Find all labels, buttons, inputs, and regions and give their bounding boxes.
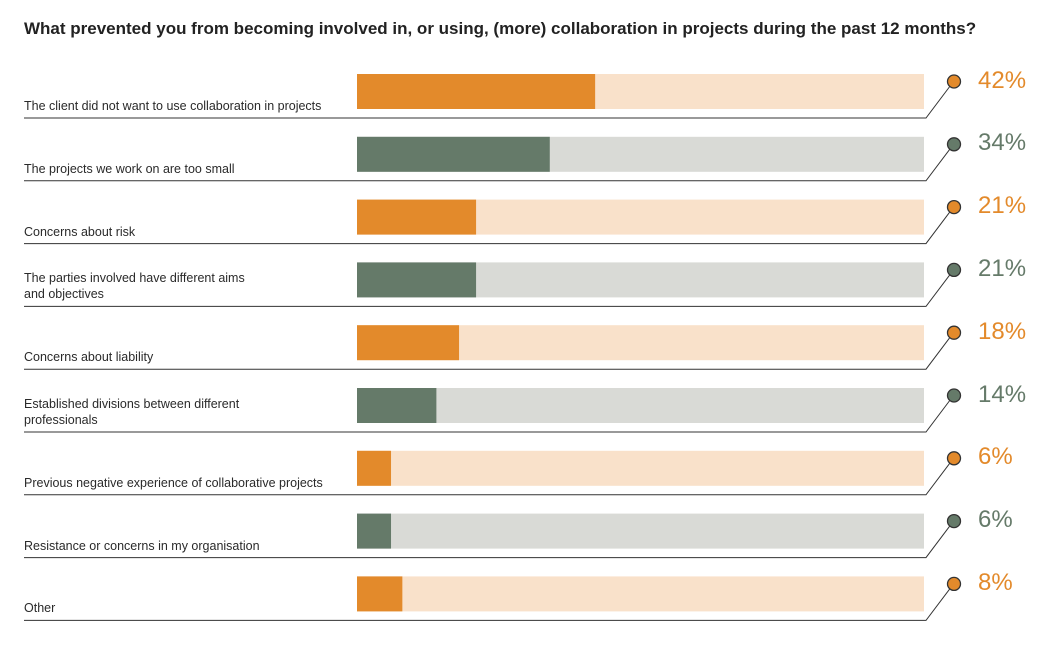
value-label: 18% bbox=[978, 317, 1027, 345]
bar-track bbox=[357, 513, 924, 549]
bar-value bbox=[357, 199, 477, 235]
row-rule bbox=[24, 208, 953, 245]
value-marker bbox=[946, 451, 962, 466]
bar-track bbox=[357, 388, 924, 423]
value-marker bbox=[946, 74, 962, 89]
bar-value bbox=[357, 388, 437, 423]
value-label: 21% bbox=[978, 192, 1027, 220]
row-rule bbox=[24, 397, 953, 433]
value-marker bbox=[946, 325, 962, 340]
value-label: 6% bbox=[978, 443, 1013, 471]
bar-value bbox=[357, 576, 403, 612]
value-label: 34% bbox=[978, 129, 1027, 157]
row-rule bbox=[24, 585, 953, 621]
bar-value bbox=[357, 74, 596, 109]
category-label: The projects we work on are too small bbox=[24, 161, 235, 176]
row-rule bbox=[24, 271, 953, 307]
row-rule bbox=[24, 459, 953, 496]
row-rule bbox=[24, 334, 953, 370]
value-marker bbox=[946, 576, 962, 592]
value-marker bbox=[946, 388, 962, 403]
bar-value bbox=[357, 450, 392, 486]
value-marker bbox=[946, 199, 962, 215]
chart-title: What prevented you from becoming involve… bbox=[24, 19, 977, 38]
row-rule bbox=[24, 145, 953, 182]
value-label: 6% bbox=[978, 506, 1013, 534]
category-label: Resistance or concerns in my organisatio… bbox=[24, 538, 260, 553]
category-label: Previous negative experience of collabor… bbox=[24, 475, 323, 490]
category-label: Established divisions between different … bbox=[24, 397, 240, 427]
bar-value bbox=[357, 513, 392, 549]
category-label: The client did not want to use collabora… bbox=[24, 99, 322, 113]
value-marker bbox=[946, 137, 962, 152]
value-label: 42% bbox=[978, 66, 1027, 94]
value-label: 21% bbox=[978, 254, 1027, 282]
bar-value bbox=[357, 136, 550, 172]
bar-value bbox=[357, 262, 477, 298]
category-label: The parties involved have different aims… bbox=[24, 271, 245, 302]
category-label: Other bbox=[24, 601, 56, 616]
bar-track bbox=[357, 576, 924, 612]
row-rule bbox=[24, 83, 953, 119]
row-rule bbox=[24, 522, 953, 559]
category-label: Concerns about liability bbox=[24, 350, 154, 365]
value-marker bbox=[946, 262, 962, 278]
bar-track bbox=[357, 450, 924, 486]
bar-value bbox=[357, 325, 460, 361]
value-label: 14% bbox=[978, 380, 1027, 408]
value-marker bbox=[946, 513, 962, 529]
value-label: 8% bbox=[978, 568, 1013, 596]
category-label: Concerns about risk bbox=[24, 224, 136, 239]
